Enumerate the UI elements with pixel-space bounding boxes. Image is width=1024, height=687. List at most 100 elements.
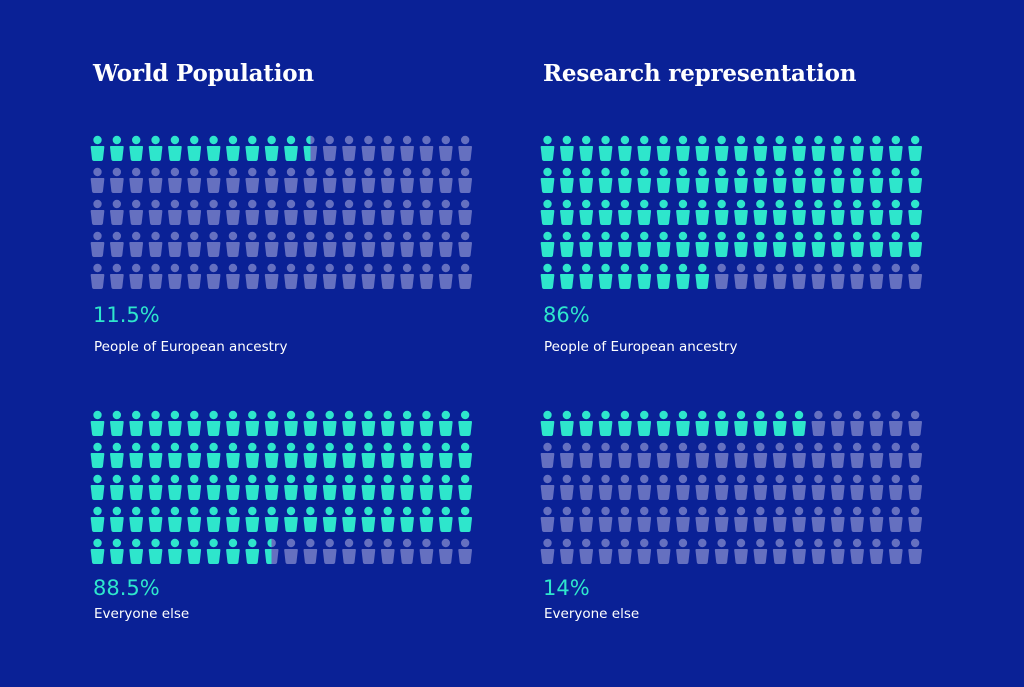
person-icon-filled <box>772 199 787 225</box>
person-icon <box>908 442 922 468</box>
category-label: People of European ancestry <box>544 339 738 355</box>
person-icon-filled <box>772 135 787 161</box>
icon-grid <box>539 133 929 293</box>
person-icon-filled <box>187 538 202 564</box>
person-icon <box>695 506 710 532</box>
person-icon-filled <box>206 442 221 468</box>
person-icon <box>400 231 414 257</box>
person-icon-filled <box>206 410 221 436</box>
person-icon-filled <box>772 167 787 193</box>
person-icon <box>148 199 163 225</box>
person-icon <box>540 474 555 500</box>
person-icon-filled <box>148 538 163 564</box>
person-icon <box>458 263 472 289</box>
person-icon <box>560 506 574 532</box>
person-icon <box>560 442 574 468</box>
person-icon-filled <box>714 231 729 257</box>
person-icon <box>458 135 472 161</box>
person-icon-filled <box>676 135 690 161</box>
person-icon <box>598 474 613 500</box>
person-icon <box>129 167 144 193</box>
person-icon <box>888 538 903 564</box>
person-icon <box>187 199 202 225</box>
person-icon-filled <box>380 506 395 532</box>
person-icon <box>380 231 395 257</box>
person-icon-filled <box>908 199 922 225</box>
person-icon-filled <box>168 410 182 436</box>
person-icon <box>342 538 356 564</box>
person-icon-filled <box>342 410 356 436</box>
person-icon <box>753 538 768 564</box>
person-icon-filled <box>811 167 826 193</box>
person-icon-filled <box>695 231 710 257</box>
person-icon <box>380 199 395 225</box>
person-icon-filled <box>656 167 671 193</box>
person-icon-filled <box>129 474 144 500</box>
percent-value: 88.5% <box>93 576 160 600</box>
person-icon <box>656 538 671 564</box>
person-icon <box>830 506 845 532</box>
person-icon <box>637 442 652 468</box>
person-icon-filled <box>380 442 395 468</box>
person-icon-filled <box>90 442 105 468</box>
person-icon <box>245 167 260 193</box>
person-icon <box>438 538 453 564</box>
person-icon-filled <box>734 199 748 225</box>
person-icon <box>850 442 864 468</box>
person-icon-filled <box>90 135 105 161</box>
person-icon-filled <box>908 135 922 161</box>
person-icon-filled <box>792 167 806 193</box>
person-icon <box>772 506 787 532</box>
person-icon-filled <box>245 442 260 468</box>
person-icon-filled <box>361 410 376 436</box>
person-icon-filled <box>656 410 671 436</box>
person-icon-filled <box>830 167 845 193</box>
person-icon <box>656 506 671 532</box>
person-icon-filled <box>656 231 671 257</box>
person-icon <box>168 263 182 289</box>
person-icon <box>888 442 903 468</box>
person-icon-filled <box>792 135 806 161</box>
person-icon <box>560 538 574 564</box>
person-icon <box>811 474 826 500</box>
person-icon-filled <box>110 135 124 161</box>
person-icon-filled <box>850 167 864 193</box>
person-icon-filled <box>438 506 453 532</box>
person-icon-filled <box>753 167 768 193</box>
person-icon <box>579 442 594 468</box>
person-icon-filled <box>303 506 318 532</box>
person-icon <box>888 263 903 289</box>
person-icon <box>303 231 318 257</box>
person-icon <box>618 442 632 468</box>
pictogram-research-european: 86% People of European ancestry <box>539 133 929 355</box>
icon-grid <box>539 408 929 568</box>
person-icon-filled <box>734 167 748 193</box>
person-icon <box>656 474 671 500</box>
person-icon <box>830 442 845 468</box>
person-icon-filled <box>772 410 787 436</box>
person-icon <box>419 538 434 564</box>
person-icon <box>792 474 806 500</box>
person-icon-filled <box>400 474 414 500</box>
person-icon-filled <box>187 410 202 436</box>
person-icon-filled <box>869 231 884 257</box>
person-icon <box>342 167 356 193</box>
person-icon-filled <box>110 506 124 532</box>
person-icon <box>579 474 594 500</box>
person-icon <box>676 506 690 532</box>
person-icon <box>869 474 884 500</box>
person-icon <box>850 538 864 564</box>
person-icon-filled <box>419 506 434 532</box>
person-icon <box>342 135 356 161</box>
person-icon <box>734 442 748 468</box>
person-icon-filled <box>187 135 202 161</box>
person-icon-filled <box>419 474 434 500</box>
person-icon <box>734 263 748 289</box>
person-icon-filled <box>361 506 376 532</box>
person-icon <box>284 199 298 225</box>
person-icon-filled <box>419 442 434 468</box>
person-icon-filled <box>637 231 652 257</box>
person-icon-filled <box>560 231 574 257</box>
person-icon-filled <box>830 199 845 225</box>
person-icon <box>419 167 434 193</box>
